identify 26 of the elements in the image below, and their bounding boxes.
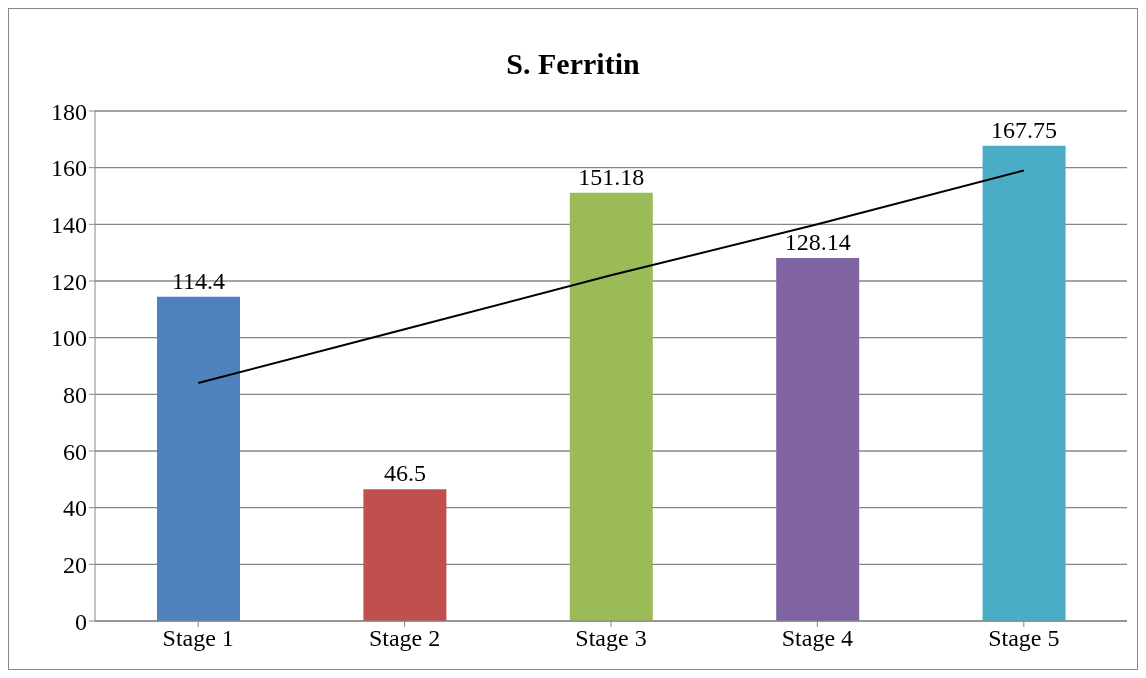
bar (982, 145, 1066, 621)
data-label: 114.4 (171, 267, 226, 294)
y-tick-label: 160 (51, 155, 87, 182)
x-tick-label: Stage 3 (575, 625, 647, 652)
bar (363, 489, 447, 621)
y-tick-label: 20 (63, 551, 87, 578)
y-tick-label: 100 (51, 325, 87, 352)
y-tick-label: 80 (63, 381, 87, 408)
y-tick-label: 180 (51, 98, 87, 125)
chart-title: S. Ferritin (505, 47, 641, 81)
x-tick-label: Stage 5 (988, 625, 1060, 652)
y-tick-label: 120 (51, 268, 87, 295)
bar (157, 296, 240, 621)
data-label: 167.75 (991, 116, 1058, 143)
y-tick-label: 60 (63, 438, 87, 465)
y-tick-label: 140 (51, 211, 87, 238)
bar (776, 257, 860, 621)
x-tick-label: Stage 4 (781, 625, 854, 652)
y-tick-label: 0 (75, 608, 87, 635)
y-tick-label: 40 (63, 495, 87, 522)
data-label: 128.14 (784, 228, 851, 255)
bar (569, 192, 653, 621)
data-label: 151.18 (578, 163, 645, 190)
x-tick-label: Stage 1 (162, 625, 234, 652)
x-tick-label: Stage 2 (368, 625, 441, 652)
data-label: 46.5 (383, 460, 426, 487)
